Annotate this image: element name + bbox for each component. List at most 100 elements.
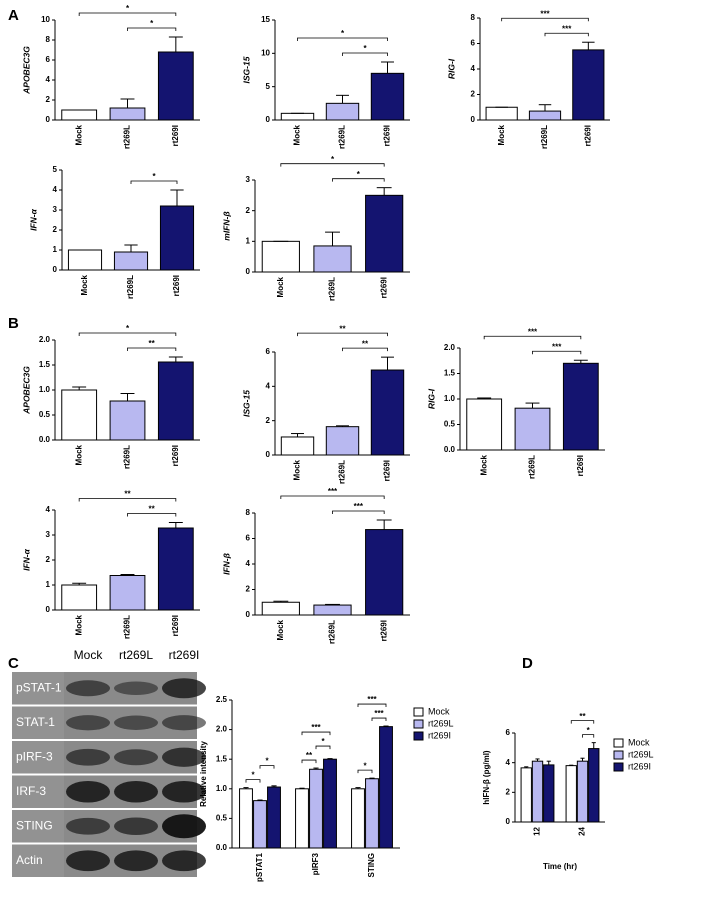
y-axis-label: APOBEC3G — [21, 366, 31, 415]
bar — [485, 106, 518, 121]
y-tick-label: 8 — [46, 35, 51, 44]
x-tick-label: Mock — [74, 124, 83, 145]
y-axis-label: Relative intensity — [199, 741, 208, 807]
x-tick-label: rt269I — [379, 620, 388, 641]
y-tick-label: 10 — [41, 15, 50, 24]
significance-label: *** — [354, 502, 364, 511]
significance-label: *** — [328, 487, 338, 496]
bar — [267, 786, 281, 849]
y-tick-label: 0.0 — [216, 843, 228, 852]
x-tick-label: rt269L — [123, 615, 132, 639]
y-tick-label: 0 — [46, 605, 51, 614]
x-tick-label: rt269L — [528, 455, 537, 479]
y-tick-label: 8 — [246, 508, 251, 517]
significance-bracket — [130, 180, 178, 184]
x-tick-label: rt269L — [540, 125, 549, 149]
significance-bracket — [280, 495, 385, 500]
x-tick-label: rt269I — [583, 125, 592, 146]
bar — [157, 361, 194, 441]
bar — [514, 407, 551, 451]
legend-swatch — [613, 762, 624, 772]
significance-label: * — [587, 726, 591, 735]
y-axis-label: ISG-15 — [241, 390, 251, 417]
bar — [528, 110, 562, 121]
x-tick-label: rt269L — [126, 275, 135, 299]
significance-bracket — [332, 178, 385, 182]
significance-label: *** — [528, 327, 538, 336]
y-tick-label: 4 — [46, 75, 51, 84]
blot-row-label: STING — [16, 818, 53, 832]
significance-bracket — [483, 335, 582, 340]
bar — [239, 788, 253, 849]
y-axis-label: RIG-I — [426, 388, 436, 409]
bar — [365, 194, 404, 273]
blot-band — [66, 715, 110, 731]
bar — [253, 800, 267, 849]
y-tick-label: 0 — [266, 450, 271, 459]
y-tick-label: 4 — [246, 559, 251, 568]
bar — [109, 107, 146, 121]
legend-label: rt269L — [428, 718, 454, 728]
x-tick-label: Mock — [80, 274, 89, 295]
y-tick-label: 1.5 — [216, 754, 228, 763]
significance-label: ** — [339, 324, 346, 333]
bar — [325, 426, 360, 456]
blot-label-bg — [12, 706, 64, 739]
blot-band — [114, 681, 158, 696]
blot-band — [66, 680, 110, 697]
y-tick-label: 5 — [53, 165, 58, 174]
significance-label: *** — [562, 24, 572, 33]
y-tick-label: 1.5 — [39, 360, 51, 369]
blot-row-label: pSTAT-1 — [16, 680, 62, 694]
bar — [109, 400, 146, 441]
x-axis-label: Time (hr) — [543, 862, 577, 871]
significance-bracket — [127, 27, 177, 31]
significance-label: ** — [579, 712, 586, 721]
significance-label: ** — [149, 505, 156, 514]
significance-label: *** — [552, 342, 562, 351]
legend-swatch — [413, 719, 424, 729]
y-axis-label: mIFN-β — [221, 211, 231, 240]
significance-label: *** — [311, 723, 321, 732]
x-tick-label: rt269L — [123, 445, 132, 469]
y-tick-label: 2 — [46, 555, 51, 564]
y-tick-label: 1 — [46, 580, 51, 589]
y-tick-label: 0 — [246, 610, 251, 619]
significance-label: * — [357, 170, 361, 179]
x-tick-label: Mock — [479, 454, 488, 475]
x-tick-label: Mock — [293, 459, 302, 480]
significance-label: *** — [374, 709, 384, 718]
y-tick-label: 2 — [266, 416, 271, 425]
bar — [351, 788, 365, 849]
x-tick-label: rt269L — [338, 125, 347, 149]
bar — [588, 748, 600, 823]
significance-bracket — [501, 17, 589, 22]
significance-bracket — [297, 37, 388, 41]
y-tick-label: 5 — [266, 82, 271, 91]
y-axis-label: IFN-α — [21, 548, 31, 571]
bar — [61, 389, 98, 441]
significance-label: ** — [306, 751, 313, 760]
blot-band — [162, 780, 206, 803]
blot-band — [162, 678, 206, 699]
y-tick-label: 6 — [266, 347, 271, 356]
y-tick-label: 1.0 — [444, 394, 456, 403]
bar — [370, 369, 405, 456]
y-tick-label: 0.5 — [216, 814, 228, 823]
x-tick-label: rt269L — [123, 125, 132, 149]
blot-column-label: rt269L — [119, 648, 153, 662]
blot-band — [66, 748, 110, 766]
x-tick-label: pIRF3 — [311, 852, 320, 875]
significance-label: * — [126, 324, 130, 333]
legend-swatch — [613, 738, 624, 748]
blot-column-label: Mock — [74, 648, 104, 662]
blot-band — [114, 817, 158, 836]
panel-label: C — [8, 655, 19, 672]
bar — [365, 778, 379, 849]
y-axis-label: IFN-α — [28, 208, 38, 231]
blot-label-bg — [12, 775, 64, 808]
panel-label: B — [8, 315, 19, 332]
x-tick-label: rt269I — [576, 455, 585, 476]
y-axis-label: ISG-15 — [241, 56, 251, 83]
